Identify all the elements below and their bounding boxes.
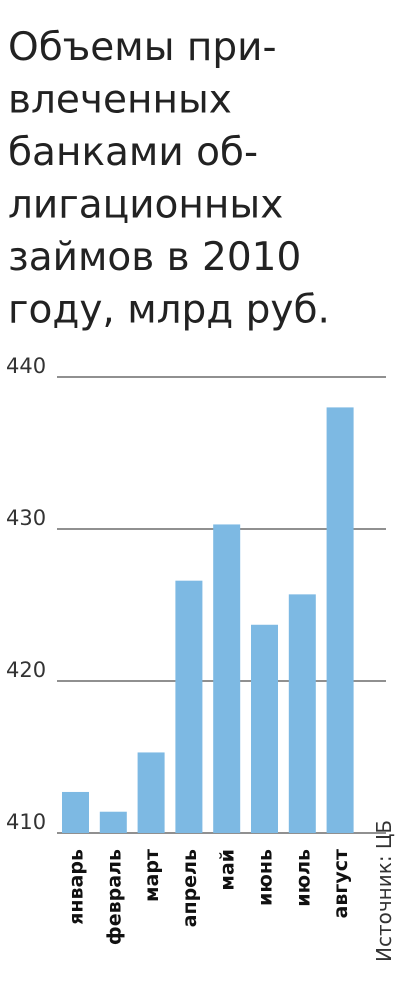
y-tick-label: 410 [6, 810, 46, 834]
chart-title: лигационных [8, 183, 283, 228]
y-tick-label: 440 [6, 354, 46, 378]
y-tick-label: 430 [6, 506, 46, 530]
x-tick-label: июнь [255, 849, 277, 906]
x-tick-label: март [141, 849, 163, 902]
source-note: Источник: ЦБ [372, 820, 396, 962]
bar [175, 580, 203, 833]
bar [288, 594, 316, 833]
chart-title: Объемы при- [8, 25, 277, 70]
bar [137, 752, 165, 833]
x-tick-label: апрель [179, 849, 201, 927]
bar [251, 624, 278, 833]
chart-title: банками об- [8, 130, 258, 175]
x-tick-label: январь [66, 849, 88, 925]
bar [326, 407, 354, 833]
chart-title: влеченных [8, 78, 232, 123]
x-tick-label: май [217, 849, 239, 891]
x-tick-label: август [330, 849, 352, 918]
bar [213, 524, 241, 833]
bar [99, 811, 127, 833]
y-tick-label: 420 [6, 658, 46, 682]
chart-title: году, млрд руб. [8, 288, 330, 333]
chart-title: займов в 2010 [8, 235, 301, 280]
x-tick-label: июль [292, 849, 314, 907]
bar [62, 791, 89, 833]
x-tick-label: февраль [103, 849, 125, 945]
